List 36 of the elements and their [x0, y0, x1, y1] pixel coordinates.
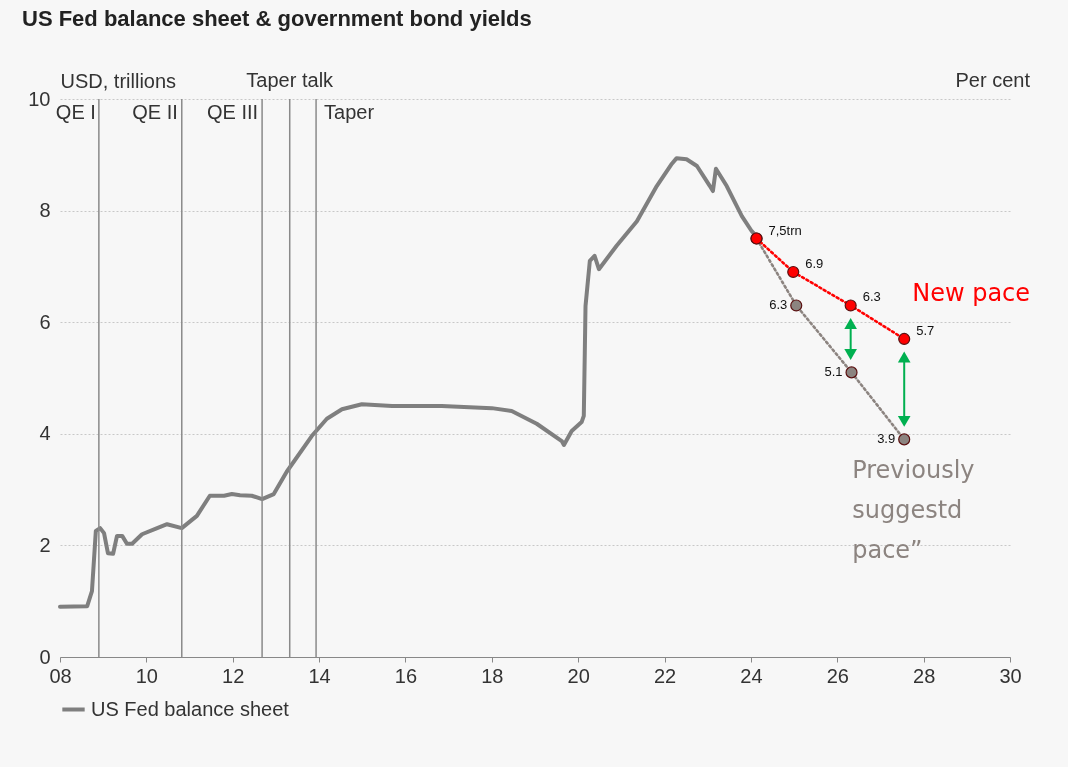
x-tick-label: 16 — [394, 664, 418, 687]
y-tick-label: 2 — [39, 533, 51, 556]
ref-line-label: QE I — [55, 101, 96, 123]
legend-label: US Fed balance sheet — [91, 697, 290, 720]
data-label: 5.1 — [824, 364, 843, 380]
data-label: 5.7 — [916, 322, 935, 338]
x-tick-label: 22 — [653, 664, 677, 687]
x-tick-label: 10 — [135, 664, 158, 687]
y-tick-label: 4 — [39, 422, 51, 445]
chart-title: US Fed balance sheet & government bond yields — [22, 6, 532, 31]
x-tick-label: 20 — [567, 664, 590, 687]
ref-line-label: Taper — [324, 101, 375, 123]
y2-axis-title: Per cent — [955, 69, 1031, 91]
series-label: New pace — [912, 278, 1031, 307]
ref-line-label: QE II — [132, 101, 178, 123]
x-tick-label: 18 — [481, 664, 504, 687]
x-tick-label: 14 — [308, 664, 331, 687]
x-tick-label: 30 — [999, 664, 1022, 687]
x-tick-label: 08 — [49, 664, 72, 687]
x-tick-label: 24 — [740, 664, 763, 687]
y-axis-title: USD, trillions — [60, 69, 177, 92]
data-label: 6.9 — [805, 255, 824, 271]
x-tick-label: 12 — [222, 664, 245, 687]
x-tick-label: 26 — [826, 664, 849, 687]
y-tick-label: 8 — [39, 199, 51, 222]
data-label: 3.9 — [877, 431, 896, 447]
y-tick-label: 6 — [39, 310, 51, 333]
x-tick-label: 28 — [913, 664, 936, 687]
data-label: 6.3 — [862, 289, 881, 305]
data-label: 6.3 — [769, 297, 788, 313]
y-tick-label: 10 — [28, 87, 51, 110]
ref-line-label: QE III — [206, 101, 259, 123]
data-label: 7,5trn — [768, 222, 802, 238]
y-tick-label: 0 — [39, 645, 51, 668]
ref-line-label: Taper talk — [246, 69, 335, 91]
text: Previously suggestd pace” — [852, 456, 975, 565]
